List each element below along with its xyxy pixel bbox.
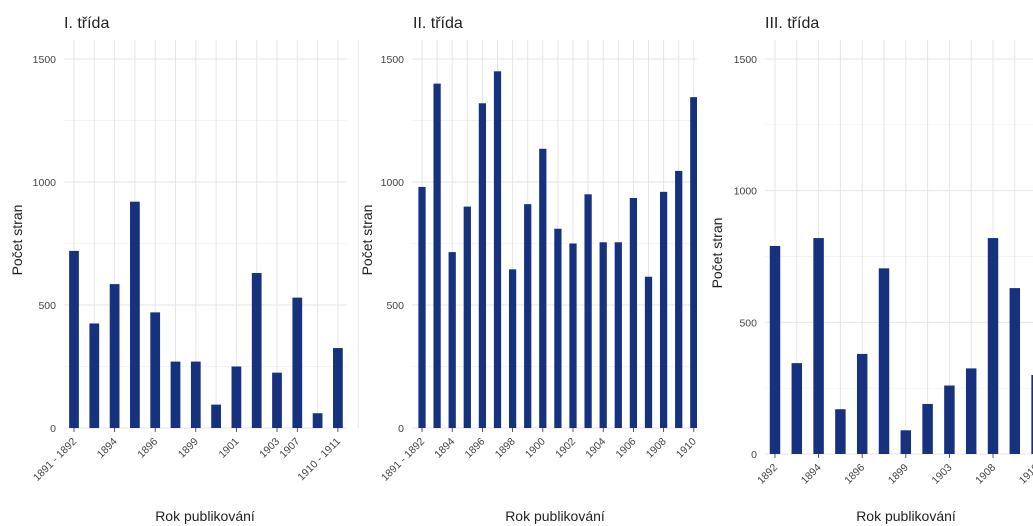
- x-tick-label: 1894: [432, 436, 457, 461]
- x-tick-label: 1896: [463, 436, 488, 461]
- bar: [433, 83, 441, 428]
- bar: [878, 268, 890, 454]
- bar: [251, 273, 262, 428]
- x-tick-label: 1896: [135, 436, 160, 461]
- bar: [150, 312, 161, 428]
- bar: [312, 413, 323, 428]
- x-tick-label: 1901: [217, 436, 242, 461]
- bar: [1031, 375, 1033, 454]
- bar: [463, 206, 471, 428]
- bar: [856, 353, 868, 454]
- x-tick-label: 1894: [95, 436, 120, 461]
- x-axis-title: Rok publikování: [505, 508, 605, 524]
- y-tick-label: 1500: [734, 54, 758, 66]
- bar: [508, 269, 517, 428]
- x-tick-label: 1892: [755, 462, 780, 487]
- x-tick-label: 1894: [799, 462, 824, 487]
- x-tick-label: 1898: [493, 436, 518, 461]
- x-tick-label: 1910: [674, 436, 699, 461]
- bar: [690, 97, 697, 428]
- bar: [292, 297, 303, 428]
- panel-title: III. třída: [765, 15, 819, 32]
- bar: [965, 368, 977, 454]
- x-tick-label: 1900: [523, 436, 548, 461]
- bar: [478, 103, 487, 428]
- bar: [211, 404, 221, 428]
- bar: [69, 250, 79, 428]
- y-tick-label: 500: [739, 317, 757, 329]
- bar: [89, 323, 100, 428]
- y-tick-label: 0: [398, 423, 404, 435]
- x-axis-title: Rok publikování: [856, 508, 956, 524]
- bar: [944, 385, 955, 454]
- bar: [599, 242, 607, 428]
- y-tick-label: 0: [751, 449, 757, 461]
- bar: [448, 252, 456, 428]
- bar: [130, 201, 140, 428]
- x-tick-label: 1891 - 1892: [379, 436, 427, 484]
- y-axis-title: Počet stran: [359, 205, 375, 276]
- bar: [418, 186, 426, 428]
- x-tick-label: 1902: [553, 436, 578, 461]
- y-tick-label: 500: [386, 300, 404, 312]
- bar: [835, 409, 846, 454]
- y-tick-label: 0: [50, 423, 56, 435]
- panel-title: I. třída: [64, 15, 109, 32]
- x-axis-title: Rok publikování: [155, 508, 255, 524]
- bar: [987, 238, 999, 454]
- bar: [539, 148, 547, 429]
- y-tick-label: 500: [38, 300, 56, 312]
- bar: [675, 170, 683, 428]
- bar: [922, 403, 933, 454]
- bar: [813, 238, 824, 454]
- x-tick-label: 1903: [930, 462, 955, 487]
- bar: [190, 361, 201, 428]
- bar: [900, 430, 912, 454]
- bar: [524, 204, 532, 428]
- y-tick-label: 1500: [381, 54, 405, 66]
- x-tick-label: 1910: [1017, 462, 1033, 487]
- bar: [493, 71, 502, 429]
- x-tick-label: 1908: [973, 462, 998, 487]
- panel-title: II. třída: [413, 15, 463, 32]
- bar: [644, 276, 653, 428]
- bar: [769, 245, 781, 454]
- x-tick-label: 1903: [257, 436, 282, 461]
- y-tick-label: 1500: [33, 54, 57, 66]
- bar: [791, 363, 803, 454]
- panel-3: 0 500 1000 1500 1892 1894 1896 1899 1903 1908 1910…: [709, 15, 1033, 524]
- bar: [629, 197, 638, 428]
- x-tick-label: 1904: [583, 436, 608, 461]
- bar: [231, 366, 242, 428]
- x-tick-label: 1908: [644, 436, 669, 461]
- bar: [584, 194, 592, 428]
- bar: [1009, 288, 1021, 454]
- x-tick-label: 1899: [886, 462, 911, 487]
- bar: [109, 284, 120, 428]
- x-tick-label: 1906: [614, 436, 639, 461]
- x-tick-label: 1896: [842, 462, 867, 487]
- bar: [272, 372, 282, 428]
- x-tick-label: 1899: [176, 436, 201, 461]
- bar: [659, 191, 668, 428]
- y-tick-label: 1000: [734, 186, 758, 198]
- bar: [554, 228, 562, 428]
- bar: [333, 348, 343, 428]
- x-tick-label: 1910 - 1911: [295, 436, 343, 484]
- bar: [614, 242, 622, 428]
- y-tick-label: 1000: [33, 177, 57, 189]
- x-tick-label: 1891 - 1892: [31, 436, 79, 484]
- y-tick-label: 1000: [381, 177, 405, 189]
- y-axis-title: Počet stran: [709, 218, 725, 289]
- panel-1: 0 500 1000 1500 1891 - 1892 1894 1896 1899 1901 1…: [9, 15, 359, 524]
- x-tick-label: 1907: [277, 436, 302, 461]
- bar: [170, 361, 181, 428]
- bar: [569, 243, 577, 428]
- y-axis-title: Počet stran: [9, 205, 25, 276]
